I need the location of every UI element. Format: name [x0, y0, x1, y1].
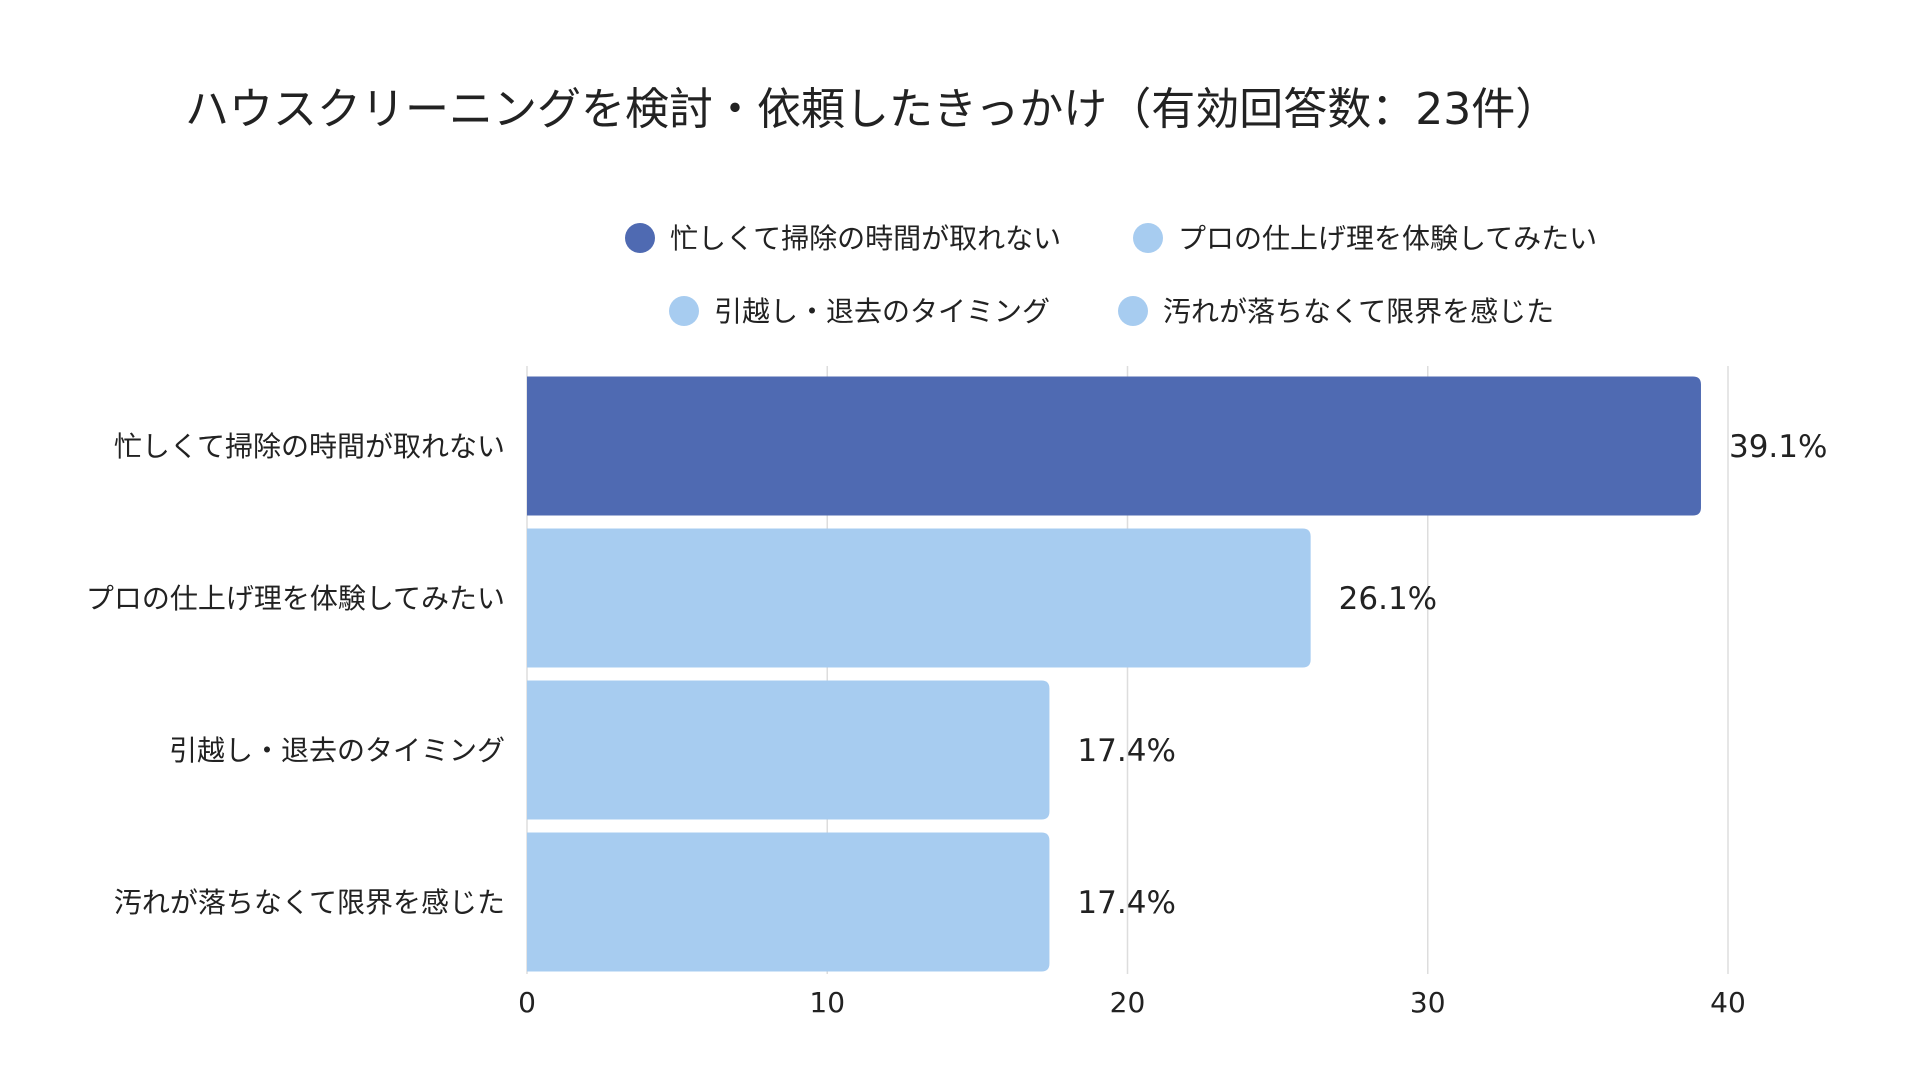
- category-label: 忙しくて掃除の時間が取れない: [114, 430, 505, 463]
- x-tick-label: 30: [1410, 986, 1446, 1019]
- category-label: プロの仕上げ理を体験してみたい: [86, 582, 505, 615]
- category-label: 引越し・退去のタイミング: [169, 734, 505, 767]
- value-label: 39.1%: [1729, 429, 1827, 465]
- bar: [527, 376, 1701, 516]
- x-tick-label: 0: [518, 986, 536, 1019]
- chart-title: ハウスクリーニングを検討・依頼したきっかけ（有効回答数：23件）: [185, 84, 1559, 135]
- legend-label: プロの仕上げ理を体験してみたい: [1178, 222, 1597, 255]
- category-label: 汚れが落ちなくて限界を感じた: [114, 886, 505, 919]
- legend-label: 引越し・退去のタイミング: [714, 295, 1050, 328]
- legend-label: 忙しくて掃除の時間が取れない: [670, 222, 1061, 255]
- bar: [527, 680, 1050, 820]
- x-tick-label: 10: [809, 986, 845, 1019]
- value-label: 17.4%: [1077, 733, 1175, 769]
- x-tick-label: 20: [1110, 986, 1146, 1019]
- legend-marker: [625, 223, 655, 253]
- legend-marker: [1118, 296, 1148, 326]
- bar: [527, 528, 1311, 668]
- legend-marker: [1133, 223, 1163, 253]
- value-label: 17.4%: [1077, 885, 1175, 921]
- bar: [527, 832, 1050, 972]
- value-label: 26.1%: [1339, 581, 1437, 617]
- x-tick-label: 40: [1710, 986, 1746, 1019]
- legend-label: 汚れが落ちなくて限界を感じた: [1163, 295, 1554, 328]
- legend-marker: [669, 296, 699, 326]
